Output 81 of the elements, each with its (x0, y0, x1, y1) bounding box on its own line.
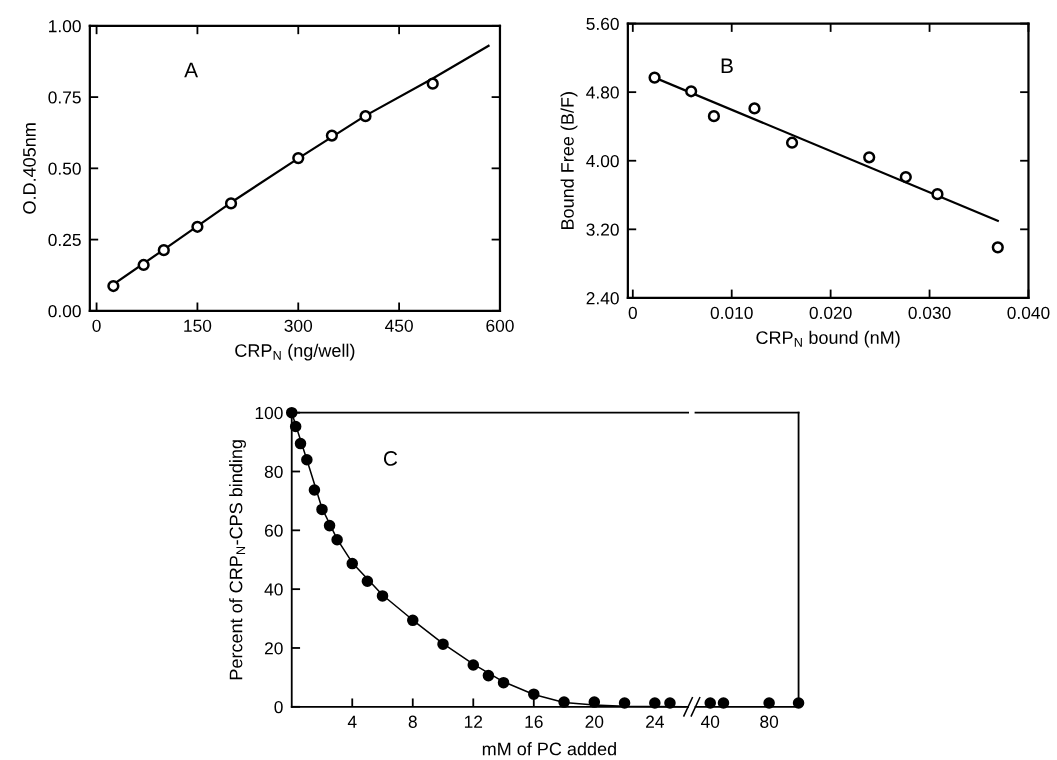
point (359, 110, 372, 123)
y-tick-label: 4.80 (586, 86, 619, 99)
y-axis-title: Percent of CRP$_{N}$-CPS binding (229, 440, 246, 680)
x-tick-label: 12 (464, 715, 483, 728)
x-tick-label: 150 (184, 319, 212, 332)
y-tick-label: 4.00 (586, 154, 619, 168)
point (316, 503, 328, 516)
point (292, 151, 305, 165)
point (588, 696, 601, 708)
x-tick-label: 300 (284, 319, 313, 332)
x-tick-label: 24 (646, 715, 664, 728)
point (426, 77, 439, 90)
point (325, 129, 338, 142)
point (748, 102, 761, 115)
point (376, 590, 389, 602)
y-tick-label: 60 (264, 524, 283, 537)
point (191, 220, 204, 233)
point (224, 197, 238, 210)
point (361, 575, 374, 587)
point (323, 519, 336, 532)
point (649, 697, 661, 709)
y-axis-title: Bound Free (B/F) (560, 92, 578, 229)
point (482, 669, 495, 682)
annotation: C (383, 451, 398, 466)
x-tick-label: 0.040 (1007, 306, 1050, 320)
point (107, 279, 120, 293)
point (899, 170, 912, 184)
x-tick-label: 0.020 (809, 306, 852, 320)
x-axis-title: mM of PC added (482, 742, 616, 756)
point (618, 697, 631, 709)
x-tick-label: 600 (486, 319, 514, 332)
annotation: B (721, 58, 733, 73)
x-tick-label: 16 (525, 715, 543, 728)
x-axis-title: CRP$_{N}$ (ng/well) (235, 343, 355, 361)
point (863, 151, 876, 164)
point (467, 659, 480, 671)
y-tick-label: 0.00 (48, 305, 81, 318)
point (301, 453, 313, 466)
point (331, 533, 343, 546)
point (308, 484, 321, 496)
point (346, 557, 359, 570)
point (157, 244, 170, 257)
point (931, 188, 944, 201)
y-tick-label: 2.40 (586, 292, 619, 305)
y-tick-label: 40 (264, 583, 283, 596)
point (664, 697, 676, 709)
x-tick-label: 0 (92, 319, 101, 332)
annotation: A (184, 62, 199, 78)
y-tick-label: 5.60 (586, 17, 619, 31)
y-tick-label: 80 (264, 465, 283, 478)
point (407, 614, 419, 627)
point (785, 136, 799, 149)
x-tick-label: 80 (760, 715, 779, 728)
point (528, 688, 540, 700)
point (707, 110, 721, 123)
y-tick-label: 100 (255, 406, 283, 420)
x-tick-label: 40 (700, 715, 720, 728)
x-tick-label: 0 (628, 306, 637, 320)
point (289, 420, 302, 433)
point (991, 241, 1004, 254)
x-tick-label: 0.030 (908, 306, 951, 320)
x-tick-label: 4 (347, 715, 357, 728)
point (294, 437, 307, 450)
y-tick-label: 0.75 (48, 91, 81, 104)
point (558, 696, 570, 708)
point (685, 85, 698, 98)
point (437, 638, 449, 650)
y-tick-label: 0.25 (48, 233, 81, 247)
point (497, 676, 510, 689)
y-tick-label: 0.50 (48, 162, 81, 175)
x-axis-title: CRP$_{N}$ bound (nM) (756, 330, 900, 348)
y-tick-label: 0 (274, 700, 283, 714)
point (648, 71, 661, 84)
y-tick-label: 3.20 (586, 223, 619, 236)
x-tick-label: 450 (385, 319, 413, 332)
point (137, 258, 150, 272)
x-tick-label: 0.010 (710, 306, 753, 320)
x-tick-label: 8 (408, 715, 417, 728)
y-axis-title: O.D.405nm (23, 123, 36, 214)
y-tick-label: 20 (264, 642, 283, 655)
y-tick-label: 1.00 (49, 20, 81, 33)
